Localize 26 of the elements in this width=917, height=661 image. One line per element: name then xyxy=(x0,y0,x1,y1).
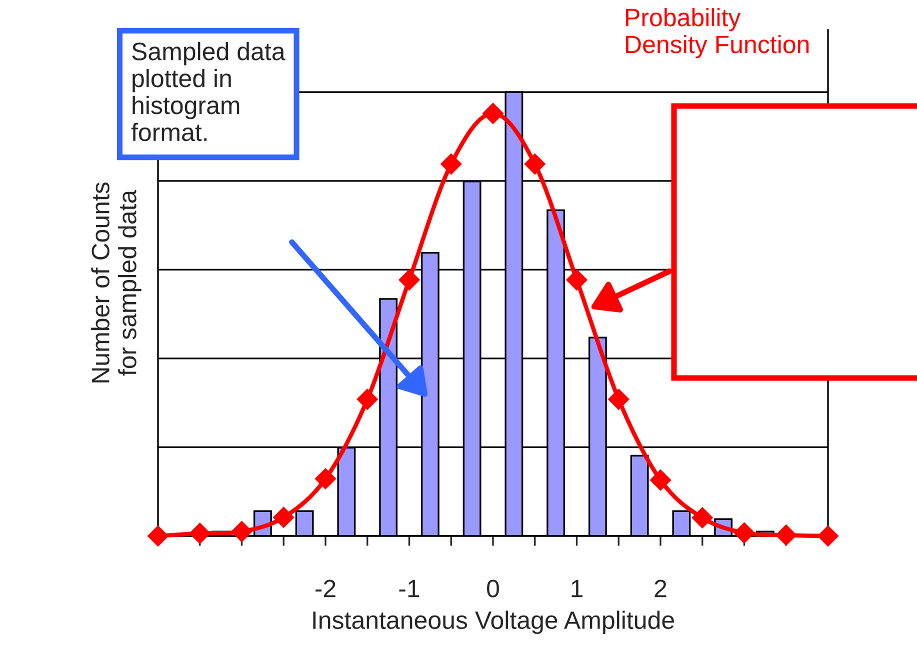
x-tick-label: -1 xyxy=(399,580,420,598)
point xyxy=(734,522,755,544)
point xyxy=(147,525,169,547)
point xyxy=(776,524,797,546)
point xyxy=(189,522,210,544)
point xyxy=(608,388,630,410)
point xyxy=(692,507,713,528)
point xyxy=(440,154,462,175)
point xyxy=(314,468,336,490)
point xyxy=(398,269,420,290)
point xyxy=(650,470,672,491)
point xyxy=(817,525,839,547)
point xyxy=(356,388,378,410)
x-tick-label: -2 xyxy=(315,580,336,598)
point xyxy=(566,269,588,290)
x-axis-title: Instantaneous Voltage Amplitude xyxy=(313,610,674,634)
x-tick-label: 1 xyxy=(572,580,582,598)
point xyxy=(482,102,504,124)
y-axis-title: Number of Counts for sampled data xyxy=(91,182,142,382)
annotation: Sampled data plotted in histogram format. xyxy=(131,42,286,142)
point xyxy=(524,154,546,175)
point xyxy=(273,506,294,528)
x-tick-label: 2 xyxy=(654,580,666,598)
x-tick-label: 0 xyxy=(487,580,499,598)
text: Probability Density Function xyxy=(626,8,809,58)
point xyxy=(231,521,252,542)
